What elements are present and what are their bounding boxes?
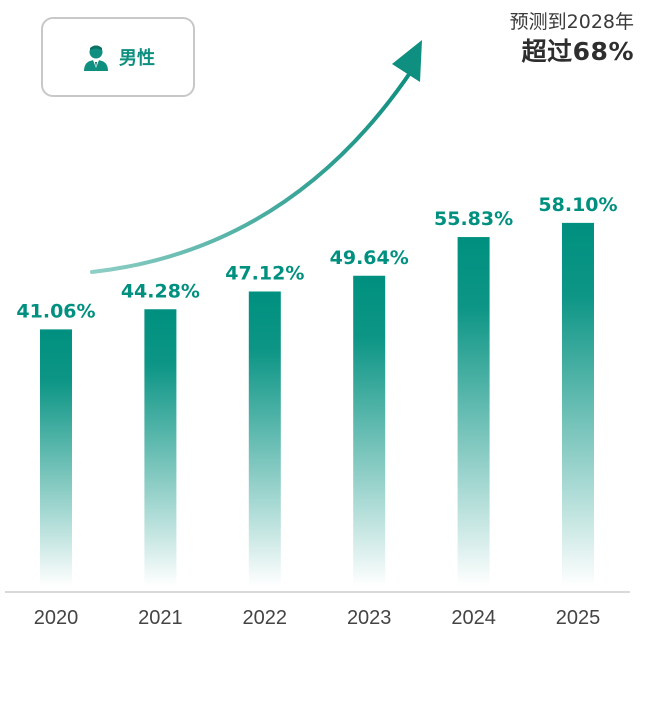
x-tick-label-2024: 2024 xyxy=(451,607,496,629)
bar-2020 xyxy=(40,329,72,586)
value-label-2025: 58.10% xyxy=(538,194,617,216)
trend-arrowhead-icon xyxy=(392,40,422,82)
x-tick-labels-layer: 2020 2021 2022 2023 2024 2025 xyxy=(34,607,601,629)
value-label-2020: 41.06% xyxy=(16,300,95,322)
bar-2021 xyxy=(144,309,177,586)
bar-2024 xyxy=(457,237,490,586)
bar-2025 xyxy=(562,222,594,586)
trend-arrow xyxy=(90,68,414,274)
legend: 男性 xyxy=(41,17,195,97)
forecast-value: 超过68% xyxy=(521,37,634,66)
forecast-annotation: 预测到2028年 超过68% xyxy=(510,8,634,68)
bars-layer xyxy=(40,222,594,586)
forecast-text: 预测到2028年 xyxy=(509,11,634,33)
bar-2022 xyxy=(248,291,281,586)
value-label-2024: 55.83% xyxy=(434,208,513,230)
male-user-icon xyxy=(84,45,108,71)
value-labels-layer: 41.06% 44.28% 47.12% 49.64% 55.83% 58.10% xyxy=(16,194,617,323)
x-tick-label-2025: 2025 xyxy=(556,607,601,629)
legend-label: 男性 xyxy=(119,48,155,69)
value-label-2021: 44.28% xyxy=(121,280,200,302)
x-tick-label-2020: 2020 xyxy=(34,607,79,629)
value-label-2023: 49.64% xyxy=(330,247,409,269)
x-tick-label-2023: 2023 xyxy=(347,607,392,629)
x-tick-label-2021: 2021 xyxy=(138,607,183,629)
bar-2023 xyxy=(353,275,386,586)
value-label-2022: 47.12% xyxy=(225,263,304,285)
x-tick-label-2022: 2022 xyxy=(243,607,288,629)
